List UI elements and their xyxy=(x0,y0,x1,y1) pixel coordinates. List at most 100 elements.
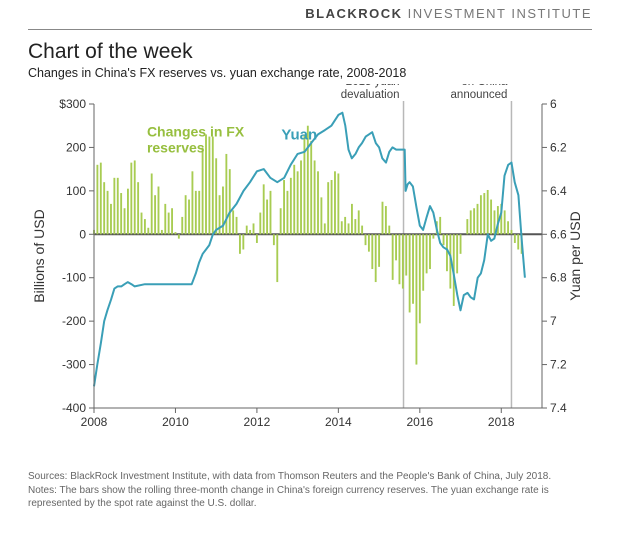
fx-reserve-bar xyxy=(239,234,241,254)
fx-reserve-bar xyxy=(273,234,275,245)
brand-header: BLACKROCK INVESTMENT INSTITUTE xyxy=(28,6,592,23)
fx-reserve-bar xyxy=(358,210,360,234)
x-tick-label: 2016 xyxy=(406,415,433,429)
fx-reserve-bar xyxy=(249,230,251,234)
fx-reserve-bar xyxy=(405,234,407,275)
chart-title: Chart of the week xyxy=(28,40,592,64)
fx-reserve-bar xyxy=(334,171,336,234)
fx-reserve-bar xyxy=(443,234,445,245)
fx-reserve-bar xyxy=(337,173,339,234)
fx-reserve-bar xyxy=(483,193,485,234)
fx-reserve-bar xyxy=(507,221,509,234)
fx-reserve-bar xyxy=(487,190,489,234)
fx-reserve-bar xyxy=(317,171,319,234)
fx-reserve-bar xyxy=(378,234,380,267)
fx-reserve-bar xyxy=(422,234,424,290)
fx-reserve-bar xyxy=(351,204,353,234)
fx-reserve-bar xyxy=(300,160,302,234)
fx-reserve-bar xyxy=(117,178,119,234)
fx-reserve-bar xyxy=(395,234,397,260)
event-label: announced xyxy=(451,89,508,101)
y-right-tick-label: 6 xyxy=(550,97,557,111)
fx-reserve-bar xyxy=(287,191,289,234)
fx-reserve-bar xyxy=(314,160,316,234)
fx-reserve-bar xyxy=(276,234,278,282)
y-left-label: Billions of USD xyxy=(31,209,47,302)
fx-reserve-bar xyxy=(259,213,261,235)
footer: Sources: BlackRock Investment Institute,… xyxy=(0,464,620,511)
fx-reserve-bar xyxy=(198,191,200,234)
fx-reserve-bar xyxy=(202,147,204,234)
fx-reserve-bar xyxy=(432,234,434,238)
fx-reserve-bar xyxy=(205,134,207,234)
fx-reserve-bar xyxy=(303,134,305,234)
fx-reserve-bar xyxy=(266,200,268,235)
fx-reserve-bar xyxy=(96,165,98,234)
fx-reserve-bar xyxy=(320,197,322,234)
y-right-tick-label: 6.2 xyxy=(550,140,567,154)
fx-reserve-bar xyxy=(283,180,285,234)
fx-reserve-bar xyxy=(514,234,516,243)
fx-reserve-bar xyxy=(466,219,468,234)
fx-reserve-bar xyxy=(290,178,292,234)
fx-reserve-bar xyxy=(365,234,367,245)
y-right-tick-label: 7.2 xyxy=(550,358,567,372)
fx-reserve-bar xyxy=(412,234,414,303)
y-left-tick-label: 0 xyxy=(79,227,86,241)
fx-reserve-bar xyxy=(415,234,417,364)
fx-reserve-bar xyxy=(270,191,272,234)
fx-reserve-bar xyxy=(181,217,183,234)
y-left-tick-label: 200 xyxy=(66,140,86,154)
y-left-tick-label: -300 xyxy=(62,358,86,372)
fx-reserve-bar xyxy=(297,171,299,234)
fx-reserve-bar xyxy=(147,228,149,235)
fx-reserve-bar xyxy=(473,208,475,234)
y-right-tick-label: 6.6 xyxy=(550,227,567,241)
y-right-label: Yuan per USD xyxy=(567,211,583,301)
y-left-tick-label: 100 xyxy=(66,184,86,198)
fx-reserve-bar xyxy=(188,200,190,235)
fx-reserve-bar xyxy=(327,182,329,234)
x-tick-label: 2010 xyxy=(162,415,189,429)
fx-reserve-bar xyxy=(256,234,258,243)
x-tick-label: 2018 xyxy=(488,415,515,429)
fx-reserve-bar xyxy=(354,219,356,234)
fx-reserve-bar xyxy=(124,208,126,234)
chart-subtitle: Changes in China's FX reserves vs. yuan … xyxy=(28,66,592,80)
event-label: on China xyxy=(461,84,508,88)
fx-reserve-bar xyxy=(236,217,238,234)
fx-reserve-bar xyxy=(382,202,384,235)
y-left-tick-label: $300 xyxy=(59,97,86,111)
y-left-tick-label: -400 xyxy=(62,401,86,415)
fx-reserve-bar xyxy=(168,213,170,235)
fx-reserve-bar xyxy=(439,217,441,234)
fx-reserve-bar xyxy=(175,232,177,234)
fx-reserve-bar xyxy=(263,184,265,234)
x-tick-label: 2014 xyxy=(325,415,352,429)
fx-reserve-bar xyxy=(511,230,513,234)
fx-reserve-bar xyxy=(158,187,160,235)
fx-reserve-bar xyxy=(324,223,326,234)
fx-reserve-bar xyxy=(242,234,244,249)
fx-reserve-bar xyxy=(460,234,462,254)
fx-reserve-bar xyxy=(429,234,431,269)
fx-reserve-bar xyxy=(185,195,187,234)
fx-reserve-bar xyxy=(110,204,112,234)
fx-reserve-bar xyxy=(130,163,132,235)
fx-reserve-bar xyxy=(388,226,390,235)
fx-reserve-bar xyxy=(517,234,519,249)
fx-reserve-bar xyxy=(107,191,109,234)
fx-reserve-bar xyxy=(134,160,136,234)
fx-reserve-bar xyxy=(280,208,282,234)
fx-reserve-bar xyxy=(151,173,153,234)
fx-reserve-bar xyxy=(229,169,231,234)
fx-reserve-bar xyxy=(361,226,363,235)
fx-reserve-bar xyxy=(137,182,139,234)
chart-area: -400-300-200-1000100200$3007.47.276.86.6… xyxy=(28,84,592,464)
x-tick-label: 2012 xyxy=(244,415,271,429)
y-left-tick-label: -100 xyxy=(62,271,86,285)
fx-reserve-bar xyxy=(246,226,248,235)
fx-reserve-bar xyxy=(212,137,214,235)
fx-reserve-bar xyxy=(310,141,312,234)
fx-reserve-bar xyxy=(195,191,197,234)
